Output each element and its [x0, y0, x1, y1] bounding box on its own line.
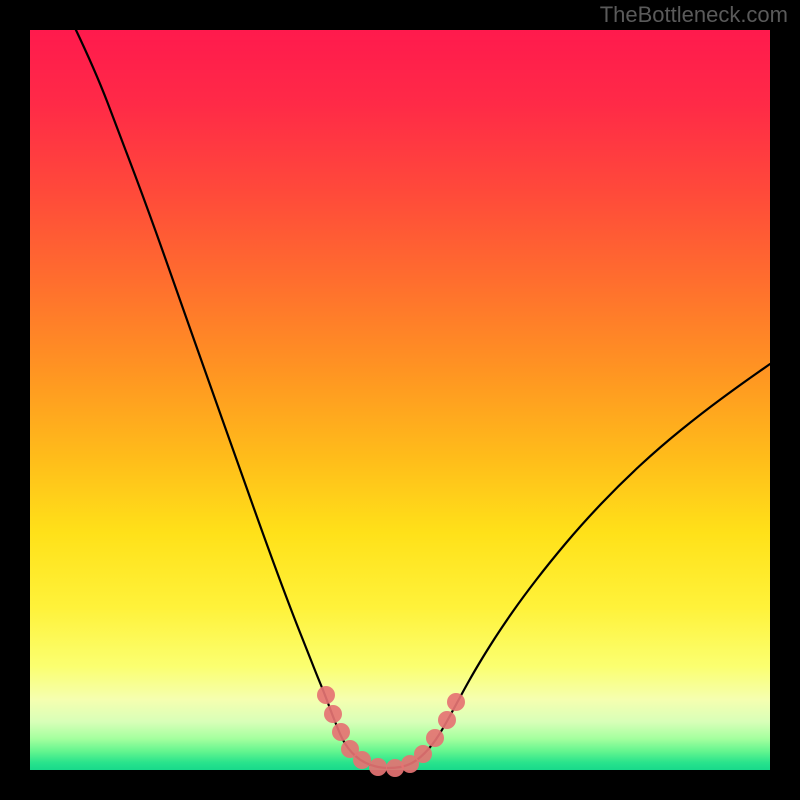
curve-marker [324, 705, 342, 723]
plot-gradient-background [30, 30, 770, 770]
curve-marker [426, 729, 444, 747]
curve-marker [317, 686, 335, 704]
curve-marker [438, 711, 456, 729]
watermark-text: TheBottleneck.com [600, 2, 788, 28]
bottleneck-chart-svg [0, 0, 800, 800]
chart-container: TheBottleneck.com [0, 0, 800, 800]
curve-marker [447, 693, 465, 711]
curve-marker [414, 745, 432, 763]
curve-marker [353, 751, 371, 769]
curve-marker [332, 723, 350, 741]
curve-marker [369, 758, 387, 776]
